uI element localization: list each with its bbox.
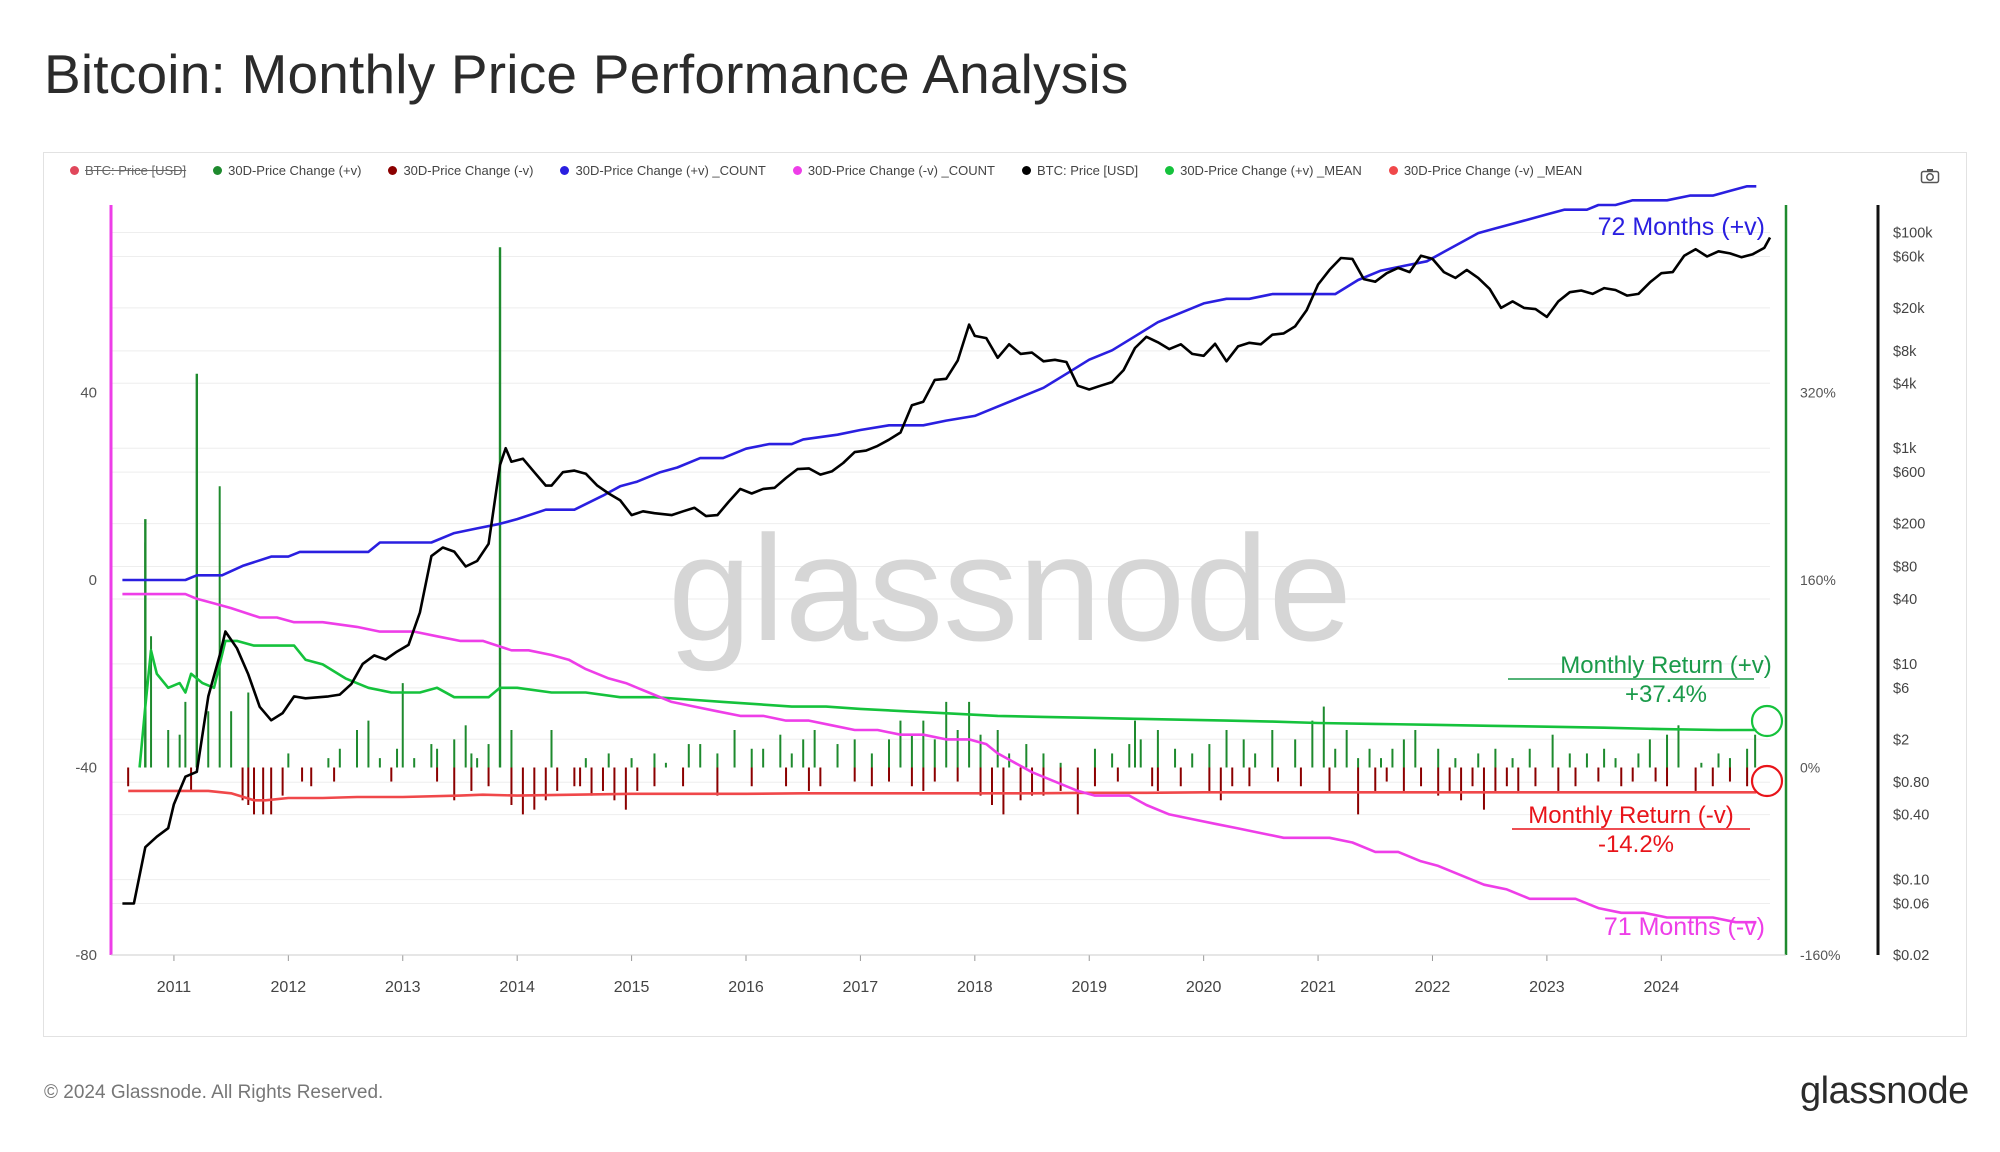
price-axis-tick: $1k [1893, 441, 1917, 457]
annotation-pos-return-label: Monthly Return (+v) [1560, 652, 1771, 679]
footer-brand-logo: glassnode [1800, 1070, 1969, 1112]
x-axis-tick: 2017 [843, 979, 879, 996]
x-axis-tick: 2022 [1415, 979, 1451, 996]
x-axis-tick: 2016 [728, 979, 764, 996]
annotation-pos-return-value: +37.4% [1625, 681, 1707, 708]
x-axis-tick: 2018 [957, 979, 993, 996]
legend-item[interactable]: 30D-Price Change (-v) [388, 163, 533, 178]
price-axis-tick: $100k [1893, 226, 1933, 242]
price-axis-tick: $60k [1893, 249, 1925, 265]
series-line-30d-price-change-v-count [122, 592, 1757, 924]
x-axis-tick: 2012 [271, 979, 307, 996]
x-axis-tick: 2011 [157, 979, 192, 996]
legend-dot-icon [1388, 166, 1398, 175]
price-axis-tick: $80 [1893, 560, 1917, 576]
price-axis-tick: $10 [1893, 657, 1917, 673]
left-axis-tick: -80 [75, 947, 97, 964]
left-axis-tick: 40 [80, 385, 97, 402]
x-axis-tick: 2024 [1644, 979, 1680, 996]
chart-frame [43, 152, 1967, 1037]
price-axis-tick: $40 [1893, 592, 1917, 608]
legend-item[interactable]: 30D-Price Change (+v) _COUNT [560, 163, 766, 178]
x-axis-tick: 2023 [1529, 979, 1565, 996]
legend-dot-icon [213, 166, 223, 175]
chart-legend: BTC: Price [USD] 30D-Price Change (+v) 30D… [70, 163, 1582, 178]
legend-label: 30D-Price Change (-v) _MEAN [1403, 163, 1583, 178]
price-axis-tick: $0.10 [1893, 873, 1929, 889]
legend-dot-icon [1165, 166, 1175, 175]
x-axis-tick: 2014 [499, 979, 535, 996]
x-axis-tick: 2013 [385, 979, 421, 996]
annotation-neg-return-value: -14.2% [1598, 831, 1674, 858]
legend-label: BTC: Price [USD] [85, 163, 187, 178]
page-title: Bitcoin: Monthly Price Performance Analy… [44, 43, 1129, 105]
price-axis-tick: $8k [1893, 344, 1917, 360]
price-axis-tick: $200 [1893, 517, 1925, 533]
legend-item[interactable]: BTC: Price [USD] [1021, 163, 1139, 178]
legend-item[interactable]: BTC: Price [USD] [70, 163, 186, 178]
price-axis-tick: $6 [1893, 681, 1909, 697]
series-line-30d-price-change-v-mean [138, 639, 1757, 768]
legend-label: 30D-Price Change (-v) _COUNT [807, 163, 995, 178]
price-axis-tick: $0.06 [1893, 897, 1929, 913]
pct-axis-tick: 160% [1800, 572, 1836, 588]
legend-label: 30D-Price Change (+v) _MEAN [1180, 163, 1362, 178]
pct-axis-tick: 320% [1800, 385, 1836, 401]
neg-mean-end-marker [1750, 764, 1784, 798]
price-axis-tick: $2 [1893, 732, 1909, 748]
legend-item[interactable]: 30D-Price Change (+v) _MEAN [1165, 163, 1362, 178]
left-axis-tick: 0 [89, 572, 97, 589]
legend-dot-icon [1021, 166, 1031, 175]
legend-label: BTC: Price [USD] [1036, 163, 1139, 178]
x-axis-tick: 2020 [1186, 979, 1222, 996]
legend-item[interactable]: 30D-Price Change (+v) [213, 163, 361, 178]
legend-dot-icon [560, 166, 570, 175]
legend-item[interactable]: 30D-Price Change (-v) _COUNT [792, 163, 995, 178]
footer-copyright: © 2024 Glassnode. All Rights Reserved. [44, 1082, 384, 1103]
legend-dot-icon [792, 166, 802, 175]
camera-icon[interactable] [1920, 168, 1940, 184]
series-line-30d-price-change-v-count [122, 185, 1757, 582]
price-axis-tick: $0.02 [1893, 948, 1929, 964]
pct-axis-tick: -160% [1800, 947, 1840, 963]
x-axis-tick: 2019 [1071, 979, 1107, 996]
price-axis-tick: $20k [1893, 301, 1925, 317]
series-line-btc-price-usd- [122, 236, 1772, 905]
legend-item[interactable]: 30D-Price Change (-v) _MEAN [1388, 163, 1583, 178]
price-axis-tick: $600 [1893, 465, 1925, 481]
price-axis-tick: $4k [1893, 376, 1917, 392]
legend-label: 30D-Price Change (+v) _COUNT [575, 163, 766, 178]
series-line-30d-price-change-v-mean [128, 789, 1757, 802]
price-axis-tick: $0.40 [1893, 808, 1929, 824]
annotation-pos-count: 72 Months (+v) [1598, 213, 1765, 241]
legend-label: 30D-Price Change (+v) [228, 163, 362, 178]
left-axis-tick: -40 [75, 760, 97, 777]
legend-label: 30D-Price Change (-v) [403, 163, 534, 178]
annotation-neg-return-label: Monthly Return (-v) [1528, 802, 1733, 829]
watermark: glassnode [668, 504, 1352, 672]
legend-dot-icon [388, 166, 398, 175]
pct-axis-tick: 0% [1800, 760, 1820, 776]
legend-dot-icon [70, 166, 79, 175]
pos-mean-end-marker [1750, 704, 1784, 738]
annotation-neg-count: 71 Months (-v) [1604, 913, 1765, 941]
x-axis-tick: 2015 [614, 979, 650, 996]
price-axis-tick: $0.80 [1893, 775, 1929, 791]
x-axis-tick: 2021 [1300, 979, 1336, 996]
